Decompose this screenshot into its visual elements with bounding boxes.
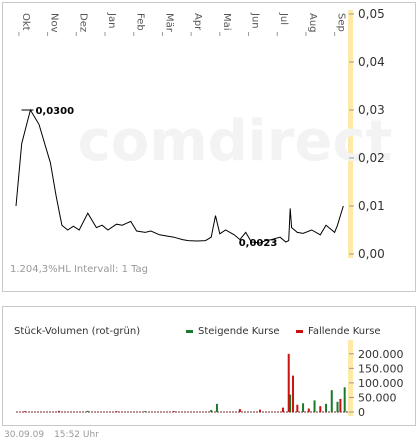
volume-bar-up	[289, 394, 292, 412]
volume-bar-up	[313, 400, 316, 412]
volume-bar-down	[296, 404, 299, 412]
volume-bar-down	[23, 411, 26, 412]
volume-bar-up	[210, 409, 213, 412]
volume-bar-down	[319, 406, 322, 412]
price-line	[15, 108, 344, 244]
volume-bar-up	[144, 411, 147, 412]
volume-bar-down	[281, 407, 284, 412]
month-tick-label: Dez	[77, 13, 88, 32]
volume-chart-title: Stück-Volumen (rot-grün)	[14, 326, 141, 337]
volume-chart-panel	[2, 306, 416, 426]
legend-up-swatch	[186, 329, 193, 333]
volume-y-tick-label: 0	[358, 406, 365, 419]
current-period-highlight	[348, 10, 353, 258]
volume-bar-up	[215, 403, 218, 412]
month-tick-label: Jul	[278, 12, 289, 25]
watermark-logo: comdirect	[78, 109, 393, 174]
month-tick-label: Jan	[106, 12, 117, 28]
y-tick-label: 0,00	[358, 247, 385, 261]
footer-time: 15:52 Uhr	[54, 430, 99, 440]
month-tick-label: Feb	[135, 13, 146, 31]
month-tick-label: Sep	[336, 13, 347, 32]
volume-bar-up	[336, 401, 339, 412]
price-chart: comdirect Okt Nov Dez Jan Feb Mär Apr Mai Jun Jul A…	[15, 7, 393, 261]
volume-bar-up	[302, 403, 305, 412]
legend-down-label: Fallende Kurse	[308, 326, 381, 337]
y-tick-label: 0,03	[358, 103, 385, 117]
y-tick-label: 0,01	[358, 199, 385, 213]
volume-y-tick-label: 100.000	[358, 377, 404, 390]
y-tick-label: 0,04	[358, 55, 385, 69]
volume-y-tick-label: 50.000	[358, 391, 397, 404]
max-annotation: 0,0300	[35, 106, 74, 117]
month-tick-label: Apr	[192, 13, 203, 31]
legend-up: Steigende Kurse	[186, 326, 280, 337]
footer-date: 30.09.09	[4, 430, 45, 440]
current-period-highlight	[348, 340, 353, 416]
month-tick-label: Aug	[307, 13, 318, 33]
volume-bar-down	[292, 375, 295, 412]
volume-bar-up	[343, 387, 346, 412]
volume-bar-up	[325, 403, 328, 412]
volume-bar-down	[259, 409, 262, 412]
min-annotation: 0,0023	[239, 238, 278, 249]
legend-down: Fallende Kurse	[296, 326, 381, 337]
volume-bar-down	[115, 411, 118, 412]
y-tick-label: 0,05	[358, 7, 385, 21]
performance-interval-label: 1.204,3%HL Intervall: 1 Tag	[10, 264, 149, 275]
legend-down-swatch	[296, 329, 303, 333]
volume-bar-up	[86, 410, 89, 412]
month-tick-label: Okt	[20, 13, 31, 31]
legend-up-label: Steigende Kurse	[198, 326, 280, 337]
month-tick-label: Nov	[49, 13, 60, 33]
volume-bar-up	[330, 390, 333, 412]
timestamp-footer: 30.09.09 15:52 Uhr	[4, 430, 109, 440]
volume-bar-down	[339, 398, 342, 412]
volume-y-tick-label: 200.000	[358, 348, 404, 361]
volume-bar-down	[58, 410, 61, 412]
price-chart-panel	[2, 2, 416, 292]
volume-y-tick-label: 150.000	[358, 362, 404, 375]
month-tick-label: Mai	[221, 13, 232, 31]
month-tick-label: Mär	[163, 13, 174, 33]
volume-bar-down	[172, 411, 175, 412]
volume-bar-down	[287, 353, 290, 412]
volume-bar-down	[238, 409, 241, 412]
month-tick-label: Jun	[250, 12, 261, 29]
y-tick-label: 0,02	[358, 151, 385, 165]
volume-bar-down	[307, 408, 310, 412]
